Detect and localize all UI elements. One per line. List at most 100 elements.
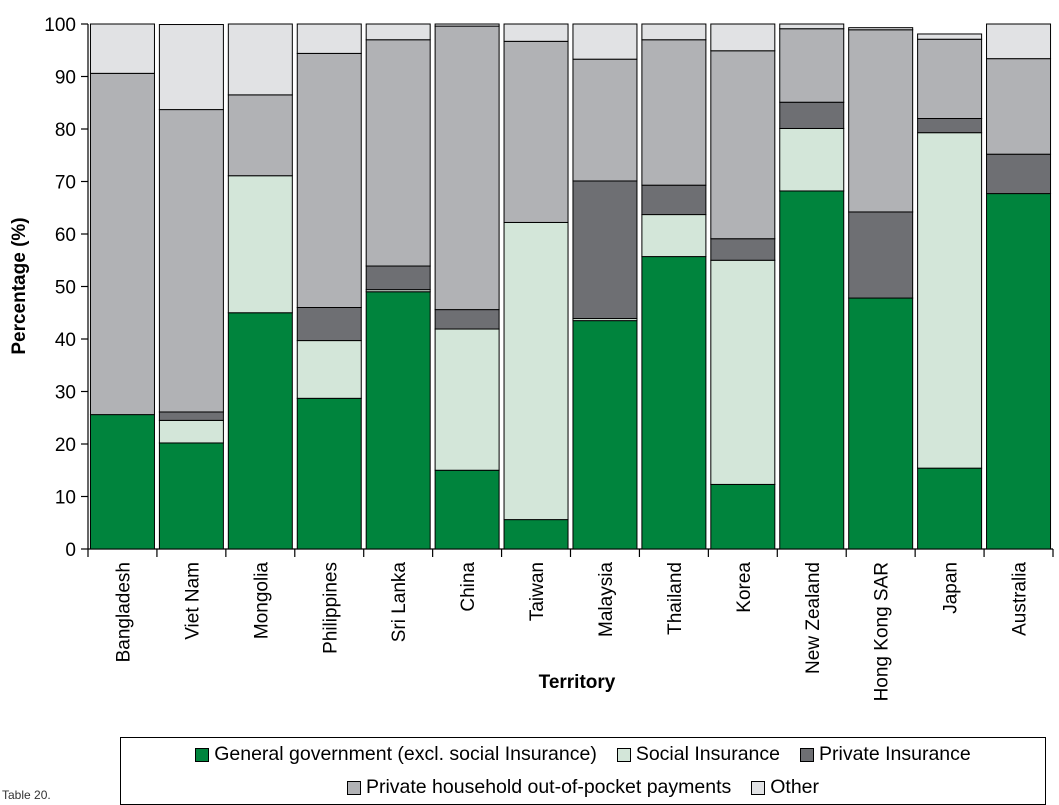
bar-segment — [365, 23, 431, 41]
legend-swatch — [346, 780, 361, 795]
legend: General government (excl. social Insuran… — [120, 737, 1046, 805]
bar-segment — [779, 127, 845, 192]
stacked-bar-chart: 0 10 20 30 40 50 60 70 80 90 100 Bangladesh Viet Na… — [9, 15, 1054, 701]
x-tick-label: New Zealand — [803, 562, 824, 674]
x-tick-label: Bangladesh — [113, 562, 134, 662]
y-tick-label: 60 — [55, 225, 76, 246]
bar-segment — [296, 340, 362, 399]
x-tick-label: Malaysia — [596, 562, 617, 637]
bar-segment — [89, 414, 155, 550]
bar-segment — [641, 214, 707, 258]
legend-item: Private Insurance — [800, 743, 971, 766]
legend-swatch — [195, 747, 210, 762]
legend-item: Social Insurance — [616, 743, 780, 766]
legend-swatch — [616, 747, 631, 762]
x-tick-label: Philippines — [320, 562, 341, 654]
x-tick-label: Korea — [734, 562, 755, 613]
bar-segment — [917, 118, 983, 134]
legend-item: Other — [751, 776, 819, 799]
bar-segment — [434, 469, 500, 550]
bar-segment — [641, 23, 707, 41]
legend-label: Other — [770, 776, 820, 798]
bar-segment — [296, 52, 362, 309]
x-axis-label: Territory — [539, 672, 616, 693]
bar-segment — [572, 58, 638, 182]
bar-segment — [917, 132, 983, 469]
bar-segment — [710, 23, 776, 52]
bar-segment — [848, 27, 914, 31]
x-tick-label: Australia — [1010, 562, 1031, 636]
y-tick-label: 50 — [55, 278, 76, 299]
x-tick-label: Hong Kong SAR — [872, 562, 893, 701]
bar-segment — [227, 23, 293, 96]
bar-segment — [434, 309, 500, 330]
y-tick-label: 30 — [55, 383, 76, 404]
bar-segment — [641, 256, 707, 550]
x-tick-label: Taiwan — [527, 562, 548, 621]
x-axis: Bangladesh Viet Nam Mongolia Philippines Sri… — [87, 548, 1054, 701]
bar-segment — [986, 193, 1052, 550]
bar-segment — [227, 175, 293, 314]
y-tick-label: 100 — [44, 15, 76, 36]
bar-segment — [848, 211, 914, 299]
bar-segment — [779, 190, 845, 550]
bar-segment — [158, 442, 224, 550]
bar-segment — [710, 483, 776, 550]
y-axis: 0 10 20 30 40 50 60 70 80 90 100 — [44, 15, 89, 561]
bar-segment — [503, 23, 569, 42]
x-tick-label: Thailand — [665, 562, 686, 635]
legend-label: Social Insurance — [635, 743, 780, 765]
bar-segment — [296, 397, 362, 550]
legend-row-2: Private household out-of-pocket payments… — [121, 776, 1045, 799]
bar-segment — [434, 328, 500, 471]
y-tick-label: 40 — [55, 330, 76, 351]
bar-segment — [779, 101, 845, 129]
bar-segment — [89, 72, 155, 416]
legend-item: General government (excl. social Insuran… — [195, 743, 597, 766]
bar-segment — [365, 39, 431, 267]
bar-segment — [503, 221, 569, 521]
bar-segment — [641, 39, 707, 186]
legend-label: Private Insurance — [819, 743, 971, 765]
bar-segment — [779, 23, 845, 30]
x-tick-label: Sri Lanka — [389, 562, 410, 643]
legend-row-1: General government (excl. social Insuran… — [121, 743, 1045, 766]
bar-segment — [503, 40, 569, 223]
bar-segment — [710, 259, 776, 485]
bar-segment — [917, 33, 983, 40]
y-tick-label: 10 — [55, 488, 76, 509]
bar-segment — [158, 24, 224, 111]
bar-segment — [296, 23, 362, 54]
bars-group — [89, 23, 1052, 550]
bar-segment — [227, 312, 293, 550]
bar-segment — [641, 184, 707, 216]
bar-segment — [917, 467, 983, 550]
bar-segment — [227, 94, 293, 177]
bar-segment — [434, 23, 500, 27]
bar-segment — [917, 38, 983, 119]
bar-segment — [503, 519, 569, 550]
x-tick-label: Mongolia — [251, 562, 272, 640]
bar-segment — [986, 23, 1052, 60]
bar-segment — [89, 23, 155, 74]
bar-segment — [572, 180, 638, 320]
legend-swatch — [800, 747, 814, 762]
bar-segment — [848, 29, 914, 213]
legend-label: Private household out-of-pocket payments — [365, 776, 732, 798]
bar-segment — [710, 50, 776, 240]
y-tick-label: 90 — [55, 68, 76, 89]
caption: Table 20. — [2, 788, 51, 802]
legend-item: Private household out-of-pocket payments — [346, 776, 732, 799]
bar-segment — [158, 419, 224, 444]
bar-segment — [434, 25, 500, 311]
bar-segment — [296, 307, 362, 342]
bar-segment — [779, 28, 845, 103]
bar-segment — [158, 411, 224, 421]
bar-segment — [365, 291, 431, 550]
y-axis-label: Percentage (%) — [9, 217, 30, 354]
legend-swatch — [751, 780, 766, 795]
x-tick-label: Viet Nam — [182, 562, 203, 640]
x-tick-label: China — [458, 562, 479, 612]
y-tick-label: 70 — [55, 173, 76, 194]
y-tick-label: 0 — [65, 540, 76, 561]
